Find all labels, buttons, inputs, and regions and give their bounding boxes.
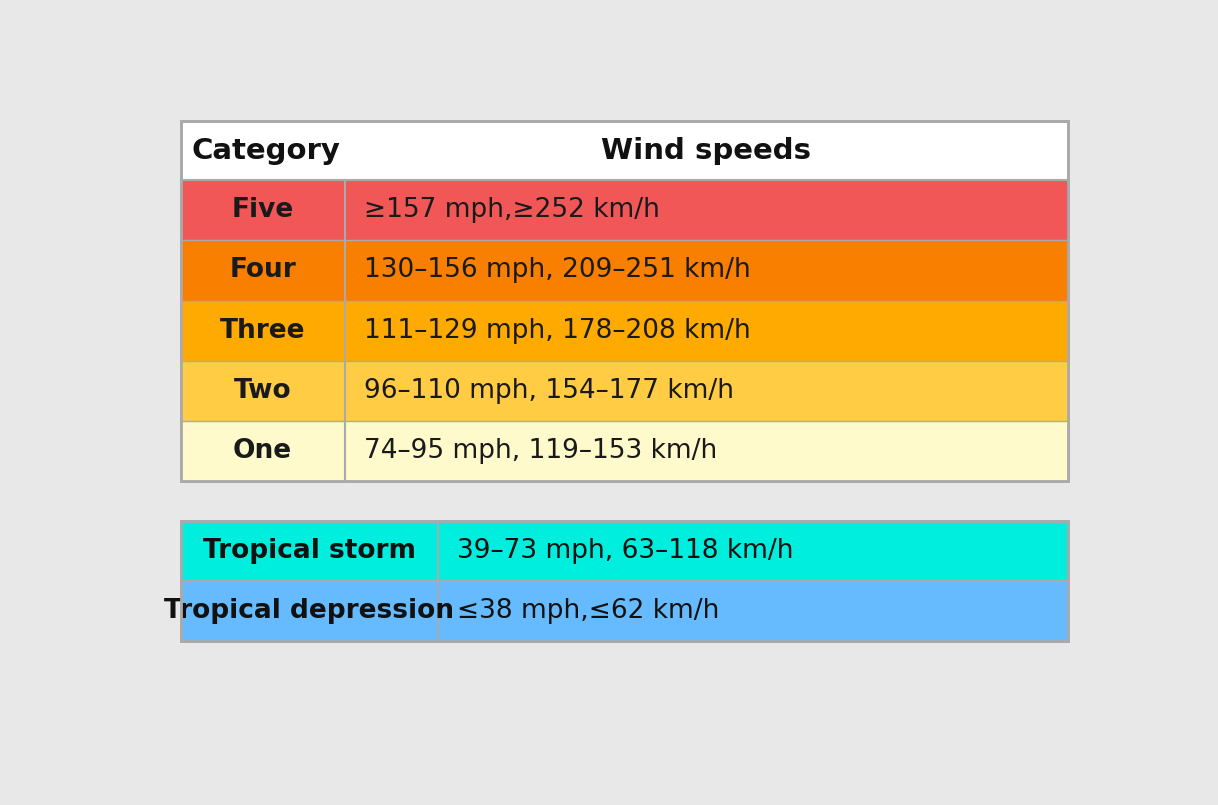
Text: 39–73 mph, 63–118 km/h: 39–73 mph, 63–118 km/h [457,539,793,564]
Bar [180,581,1068,642]
Bar [180,361,1068,421]
Bar [180,241,1068,300]
Text: ≥157 mph,≥252 km/h: ≥157 mph,≥252 km/h [364,197,659,223]
Text: Two: Two [234,378,291,404]
Text: 96–110 mph, 154–177 km/h: 96–110 mph, 154–177 km/h [364,378,733,404]
Text: Four: Four [229,258,296,283]
Bar [180,122,1068,481]
Text: Tropical storm: Tropical storm [202,539,415,564]
Text: One: One [233,438,292,464]
Bar [180,122,1068,481]
Text: 111–129 mph, 178–208 km/h: 111–129 mph, 178–208 km/h [364,318,750,344]
Bar [180,421,1068,481]
Text: ≤38 mph,≤62 km/h: ≤38 mph,≤62 km/h [457,598,719,625]
Bar [180,521,1068,581]
Text: Tropical depression: Tropical depression [164,598,454,625]
Bar [180,180,1068,241]
Bar [180,300,1068,361]
Text: Five: Five [231,197,294,223]
Bar [180,521,1068,642]
Text: Category: Category [192,137,341,165]
Text: Wind speeds: Wind speeds [602,137,811,165]
Text: Three: Three [220,318,306,344]
Text: 74–95 mph, 119–153 km/h: 74–95 mph, 119–153 km/h [364,438,717,464]
Text: 130–156 mph, 209–251 km/h: 130–156 mph, 209–251 km/h [364,258,750,283]
Bar [180,521,1068,642]
